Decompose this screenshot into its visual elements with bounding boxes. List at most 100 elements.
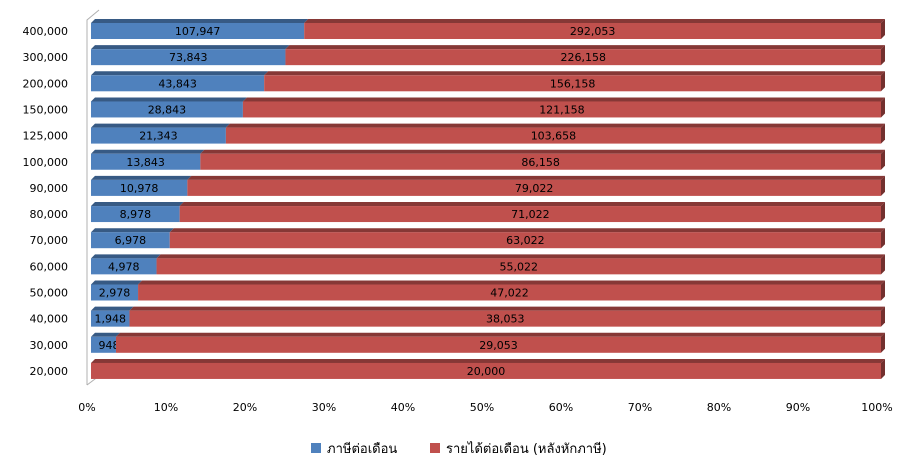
x-tick-label: 70%: [628, 401, 652, 414]
x-tick-label: 10%: [154, 401, 178, 414]
x-tick-label: 20%: [233, 401, 257, 414]
y-tick-label: 150,000: [23, 103, 69, 116]
y-tick-label: 40,000: [30, 313, 69, 326]
data-label: 73,843: [169, 51, 208, 64]
x-tick-label: 30%: [312, 401, 336, 414]
y-tick-label: 30,000: [30, 339, 69, 352]
bar-segment: [129, 310, 881, 327]
bar-top-face: [129, 306, 885, 311]
data-label: 8,978: [120, 208, 152, 221]
bar-top-face: [91, 254, 161, 259]
bar-top-face: [169, 228, 885, 233]
bar-top-face: [285, 45, 885, 50]
y-tick-label: 300,000: [23, 51, 69, 64]
bar-top-face: [91, 228, 174, 233]
y-tick-label: 70,000: [30, 234, 69, 247]
bar-top-face: [264, 71, 886, 76]
data-label: 47,022: [490, 287, 529, 300]
data-label: 13,843: [126, 156, 165, 169]
y-tick-label: 100,000: [23, 156, 69, 169]
bar-end-face: [881, 149, 885, 170]
bar-segment: [91, 179, 188, 196]
bar-segment: [285, 49, 881, 66]
bar-segment: [264, 75, 882, 92]
bar-end-face: [881, 45, 885, 66]
bar-end-face: [881, 97, 885, 118]
data-label: 121,158: [539, 103, 585, 116]
bar-top-face: [304, 19, 885, 23]
data-label: 103,658: [531, 130, 577, 143]
y-tick-label: 60,000: [30, 260, 69, 273]
y-tick-label: 20,000: [30, 365, 69, 378]
bar-segment: [304, 23, 881, 39]
bar-end-face: [881, 19, 885, 39]
bar-end-face: [881, 202, 885, 223]
bar-segment: [225, 127, 881, 144]
data-label: 107,947: [175, 25, 221, 38]
bar-top-face: [91, 71, 269, 76]
x-tick-label: 0%: [78, 401, 95, 414]
data-label: 21,343: [139, 130, 178, 143]
data-label: 29,053: [479, 339, 518, 352]
bar-top-face: [91, 45, 290, 50]
bar-top-face: [91, 202, 184, 207]
bar-segment: [91, 336, 116, 353]
data-label: 4,978: [108, 260, 140, 273]
data-label: 43,843: [158, 77, 197, 90]
bar-segment: [187, 179, 882, 196]
bar-end-face: [881, 358, 885, 379]
bar-segment: [138, 284, 882, 301]
data-label: 2,978: [99, 287, 131, 300]
bar-segment: [91, 206, 180, 223]
bar-top-face: [200, 149, 885, 154]
bar-segment: [115, 336, 882, 353]
data-label: 79,022: [515, 182, 554, 195]
x-tick-label: 100%: [861, 401, 892, 414]
bar-end-face: [881, 306, 885, 327]
y-tick-label: 125,000: [23, 130, 69, 143]
legend-swatch: [311, 443, 321, 453]
bar-top-face: [156, 254, 885, 259]
x-tick-label: 90%: [786, 401, 810, 414]
y-tick-label: 50,000: [30, 287, 69, 300]
y-tick-label: 90,000: [30, 182, 69, 195]
data-label: 38,053: [486, 313, 525, 326]
x-tick-label: 50%: [470, 401, 494, 414]
bar-segment: [169, 232, 881, 249]
bar-end-face: [881, 175, 885, 196]
bar-top-face: [91, 332, 120, 337]
data-label: 10,978: [120, 182, 159, 195]
bar-top-face: [91, 358, 885, 363]
data-label: 20,000: [467, 365, 506, 378]
data-label: 86,158: [521, 156, 560, 169]
bar-top-face: [91, 306, 134, 311]
bar-segment: [91, 101, 243, 118]
bar-top-face: [138, 280, 886, 285]
bar-segment: [91, 75, 265, 92]
bar-top-face: [91, 280, 143, 285]
x-tick-label: 40%: [391, 401, 415, 414]
bar-segment: [179, 206, 882, 223]
bar-segment: [91, 232, 170, 249]
data-label: 63,022: [506, 234, 545, 247]
bar-end-face: [881, 280, 885, 301]
bar-segment: [91, 258, 157, 275]
bar-top-face: [91, 123, 230, 128]
bar-top-face: [91, 149, 205, 154]
bar-top-face: [91, 175, 192, 180]
bar-segment: [91, 284, 139, 301]
x-tick-label: 60%: [549, 401, 573, 414]
y-tick-label: 400,000: [23, 25, 69, 38]
y-tick-label: 80,000: [30, 208, 69, 221]
bar-segment: [91, 49, 286, 66]
bar-segment: [242, 101, 881, 118]
bar-segment: [91, 362, 881, 379]
bar-top-face: [242, 97, 885, 102]
bar-top-face: [179, 202, 886, 207]
data-label: 28,843: [148, 103, 187, 116]
data-label: 156,158: [550, 77, 596, 90]
legend-label: ภาษีต่อเดือน: [327, 441, 397, 457]
bar-top-face: [187, 175, 886, 180]
y-tick-label: 200,000: [23, 77, 69, 90]
